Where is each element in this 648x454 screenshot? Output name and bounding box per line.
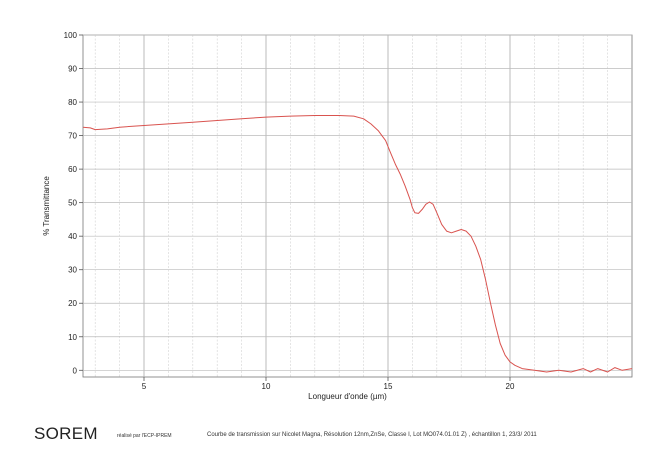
transmittance-chart: 0 10 20 30 40 50 60 70 80 90 100 5 10 15 20 Longueur d'… [42, 31, 633, 401]
y-tick-label: 70 [68, 132, 77, 141]
y-tick-label: 50 [68, 199, 77, 208]
y-tick-label: 20 [68, 299, 77, 308]
y-tick-label: 30 [68, 266, 77, 275]
x-tick-label: 5 [142, 382, 147, 391]
y-tick-label: 0 [73, 366, 78, 375]
y-tick-label: 80 [68, 98, 77, 107]
footer-brand: SOREM [34, 424, 98, 443]
y-tick-label: 40 [68, 232, 77, 241]
y-tick-label: 100 [64, 31, 78, 40]
plot-area [82, 34, 633, 378]
footer-caption: Courbe de transmission sur Nicolet Magna… [207, 432, 537, 438]
x-tick-label: 10 [262, 382, 271, 391]
x-axis-title: Longueur d'onde (µm) [308, 392, 387, 401]
x-tick-label: 15 [384, 382, 393, 391]
x-tick-label: 20 [506, 382, 515, 391]
y-axis-title: % Transmittance [42, 176, 51, 236]
y-tick-label: 10 [68, 333, 77, 342]
y-tick-label: 60 [68, 165, 77, 174]
y-tick-label: 90 [68, 65, 77, 74]
transmittance-curve [82, 115, 633, 373]
footer-credit: réalisé par l'ECP-IPREM [117, 433, 172, 439]
